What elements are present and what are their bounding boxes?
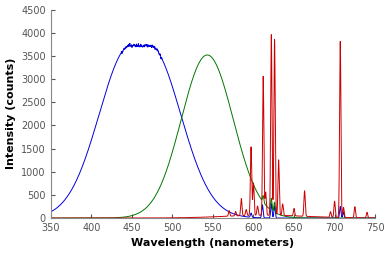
X-axis label: Wavelength (nanometers): Wavelength (nanometers): [131, 239, 294, 248]
Y-axis label: Intensity (counts): Intensity (counts): [5, 58, 16, 169]
